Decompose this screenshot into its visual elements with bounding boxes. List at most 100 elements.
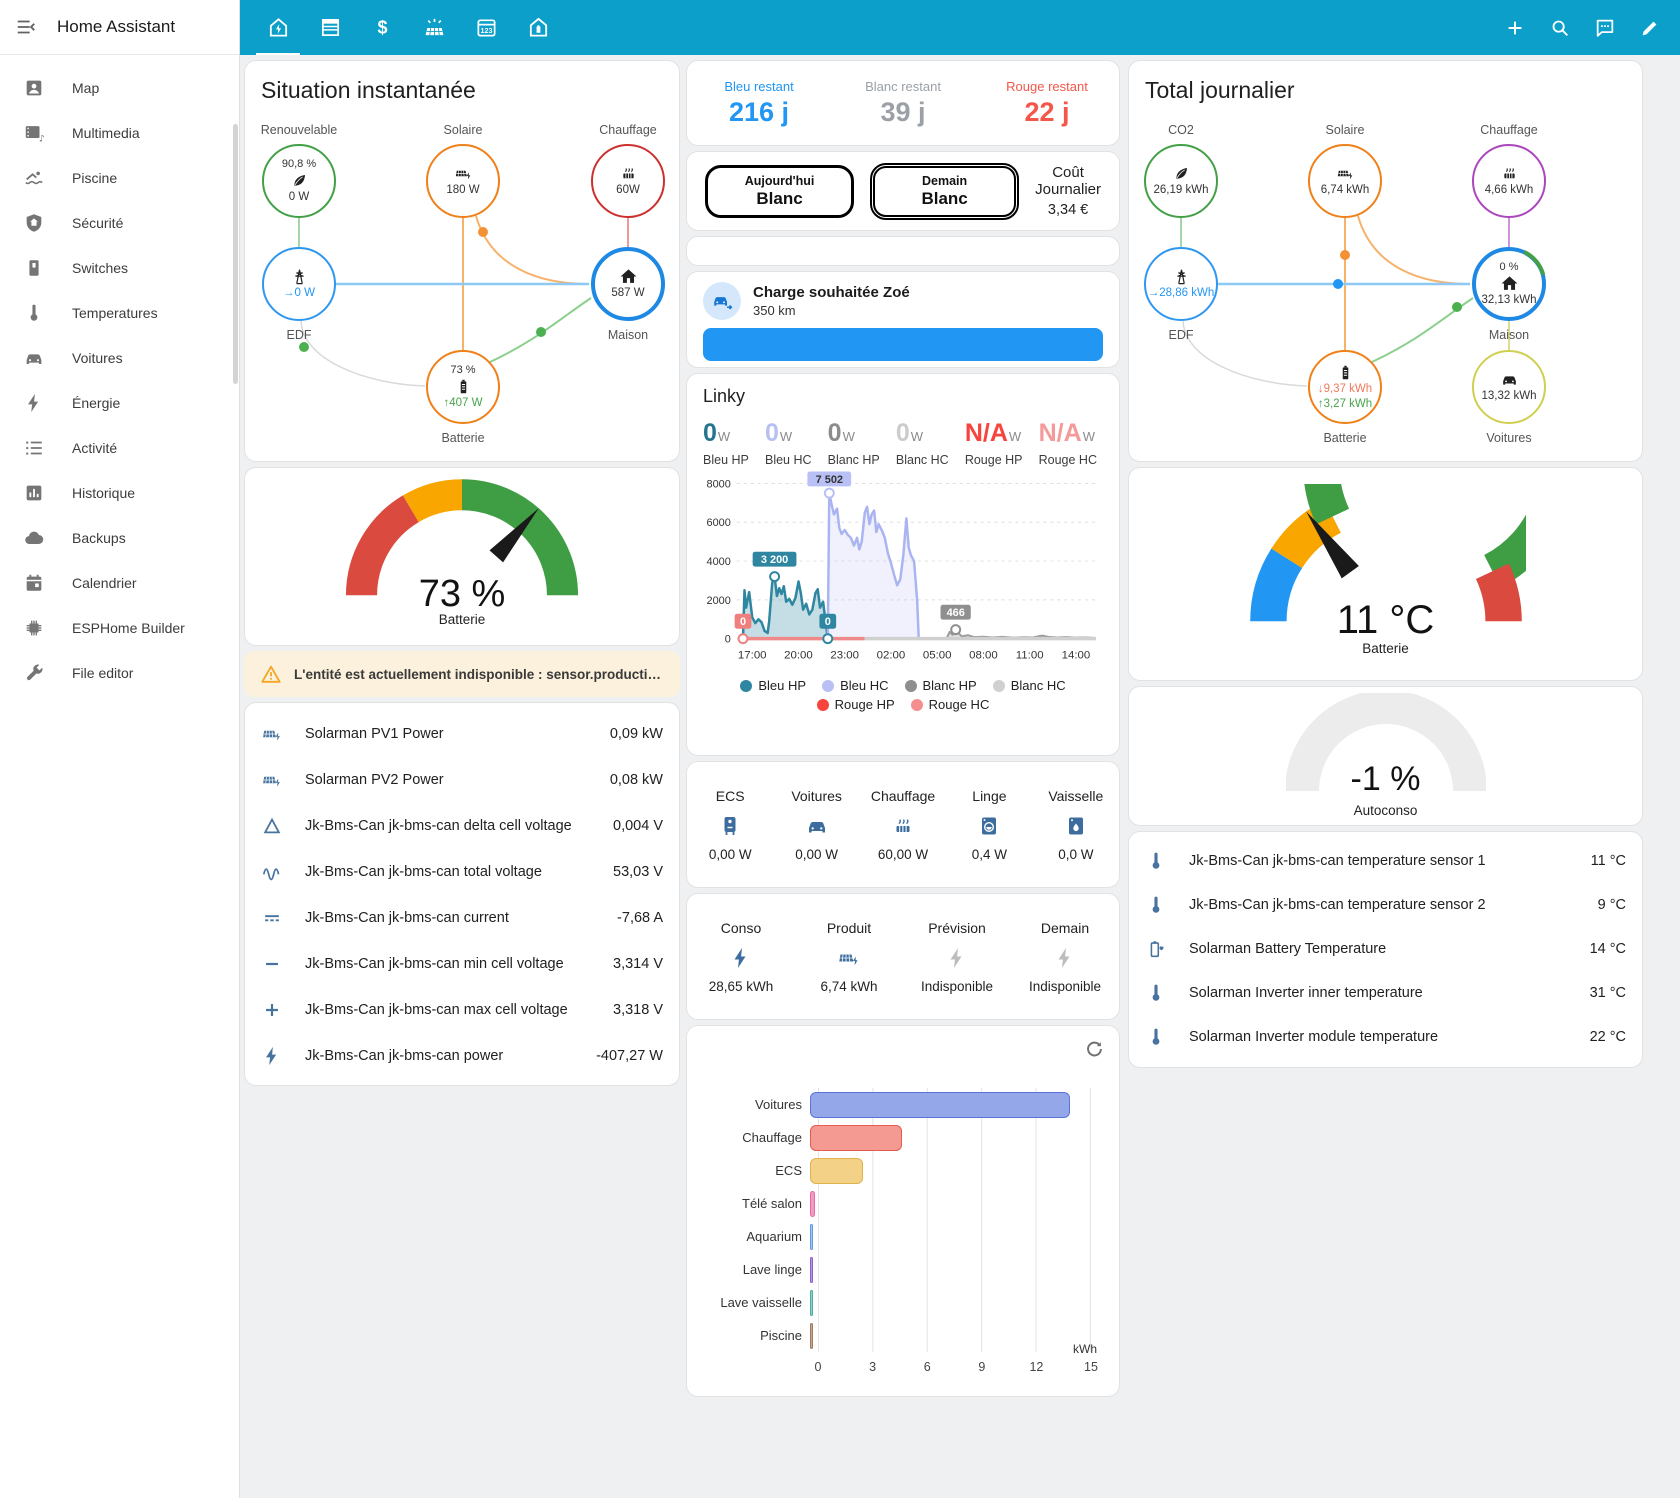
entity-row[interactable]: Jk-Bms-Can jk-bms-can temperature sensor… <box>1145 839 1626 883</box>
linky-chart[interactable]: 0 2000 4000 6000 8000 17:00 20:00 23:00 02:00 05:… <box>703 471 1105 676</box>
entity-row[interactable]: Jk-Bms-Can jk-bms-can temperature sensor… <box>1145 883 1626 927</box>
tab-solar[interactable] <box>408 0 460 55</box>
flow-node-batterie[interactable]: ↓9,37 kWh ↑3,27 kWh Batterie <box>1308 350 1382 445</box>
entity-row[interactable]: Solarman PV1 Power 0,09 kW <box>261 711 663 757</box>
search-button[interactable] <box>1537 0 1582 55</box>
sidebar-item-multimedia[interactable]: Multimedia <box>0 110 239 155</box>
flow-node-edf[interactable]: →28,86 kWh EDF <box>1144 247 1218 342</box>
thermometer-icon <box>23 302 45 324</box>
summary-prevision[interactable]: Prévision Indisponible <box>920 919 994 994</box>
entity-row[interactable]: Jk-Bms-Can jk-bms-can power -407,27 W <box>261 1033 663 1079</box>
warning-banner[interactable]: L'entité est actuellement indisponible :… <box>244 651 680 697</box>
summary-conso[interactable]: Conso 28,65 kWh <box>708 919 774 994</box>
flow-node-maison[interactable]: 587 W Maison <box>591 247 665 342</box>
sidebar-item-piscine[interactable]: Piscine <box>0 155 239 200</box>
legend-item[interactable]: Bleu HP <box>740 678 806 693</box>
tempo-bleu[interactable]: Bleu restant 216 j <box>687 79 831 128</box>
sidebar-item-historique[interactable]: Historique <box>0 470 239 515</box>
entity-row[interactable]: Jk-Bms-Can jk-bms-can max cell voltage 3,… <box>261 987 663 1033</box>
tempo-blanc[interactable]: Blanc restant 39 j <box>831 79 975 128</box>
entity-row[interactable]: Solarman PV2 Power 0,08 kW <box>261 757 663 803</box>
menu-open-icon[interactable] <box>15 16 37 38</box>
entity-row[interactable]: Solarman Inverter module temperature 22 °… <box>1145 1015 1626 1059</box>
stat-blanc-hc[interactable]: 0W Blanc HC <box>895 419 949 467</box>
stat-label: Bleu HP <box>703 453 749 467</box>
chip-value: Blanc <box>756 188 803 208</box>
stat-bleu-hp[interactable]: 0W Bleu HP <box>703 419 749 467</box>
flow-node-chauffage[interactable]: Chauffage 60W <box>591 123 665 218</box>
bar[interactable] <box>810 1256 813 1283</box>
add-button[interactable] <box>1492 0 1537 55</box>
bar[interactable] <box>810 1289 813 1316</box>
bar[interactable] <box>810 1157 864 1184</box>
sidebar-item-esphome[interactable]: ESPHome Builder <box>0 605 239 650</box>
node-value: 28,86 kWh <box>1159 287 1215 300</box>
stat-rouge-hc[interactable]: N/AW Rouge HC <box>1038 419 1097 467</box>
sidebar-item-securite[interactable]: Sécurité <box>0 200 239 245</box>
tab-calendar[interactable] <box>460 0 512 55</box>
bar[interactable] <box>810 1190 815 1217</box>
charge-slider[interactable] <box>703 328 1103 361</box>
legend-item[interactable]: Rouge HC <box>910 697 989 712</box>
card-gauge-batterie[interactable]: 73 % Batterie <box>244 467 680 646</box>
card-title: Situation instantanée <box>261 77 476 103</box>
edit-dashboard-button[interactable] <box>1627 0 1672 55</box>
appliance-voitures[interactable]: Voitures 0,00 W <box>791 787 842 862</box>
stat-bleu-hc[interactable]: 0W Bleu HC <box>764 419 812 467</box>
card-gauge-autoconso[interactable]: -1 % Autoconso <box>1128 686 1643 826</box>
flow-node-chauffage[interactable]: Chauffage 4,66 kWh <box>1472 123 1546 218</box>
refresh-button[interactable] <box>1083 1038 1105 1060</box>
entity-name: Solarman Inverter inner temperature <box>1189 985 1423 1001</box>
sidebar-item-temperatures[interactable]: Temperatures <box>0 290 239 335</box>
appliance-linge[interactable]: Linge 0,4 W <box>971 787 1008 862</box>
bar[interactable] <box>810 1223 813 1250</box>
tab-blinds[interactable] <box>304 0 356 55</box>
sidebar-item-calendrier[interactable]: Calendrier <box>0 560 239 605</box>
bar[interactable] <box>810 1091 1071 1118</box>
sidebar-item-switches[interactable]: Switches <box>0 245 239 290</box>
appliance-chauffage[interactable]: Chauffage 60,00 W <box>870 787 936 862</box>
chip-aujourdhui[interactable]: Aujourd'hui Blanc <box>705 164 855 218</box>
sidebar-item-backups[interactable]: Backups <box>0 515 239 560</box>
flow-node-batterie[interactable]: 73 % ↑407 W Batterie <box>426 350 500 445</box>
flow-node-voitures[interactable]: 13,32 kWh Voitures <box>1472 350 1546 445</box>
bar[interactable] <box>810 1124 902 1151</box>
entity-row[interactable]: Jk-Bms-Can jk-bms-can current -7,68 A <box>261 895 663 941</box>
flow-node-solaire[interactable]: Solaire 180 W <box>426 123 500 218</box>
stat-rouge-hp[interactable]: N/AW Rouge HP <box>964 419 1023 467</box>
card-gauge-batterie-temp[interactable]: 11 °C Batterie <box>1128 467 1643 681</box>
entity-row[interactable]: Jk-Bms-Can jk-bms-can delta cell voltage… <box>261 803 663 849</box>
tab-cost[interactable] <box>356 0 408 55</box>
flow-node-co2[interactable]: CO2 26,19 kWh <box>1144 123 1218 218</box>
sidebar-item-file-editor[interactable]: File editor <box>0 650 239 695</box>
appliance-ecs[interactable]: ECS 0,00 W <box>708 787 752 862</box>
bar[interactable] <box>810 1322 813 1349</box>
flow-node-edf[interactable]: →0 W EDF <box>262 247 336 342</box>
entity-row[interactable]: Jk-Bms-Can jk-bms-can total voltage 53,03… <box>261 849 663 895</box>
entity-row[interactable]: Solarman Inverter inner temperature 31 °C <box>1145 971 1626 1015</box>
sidebar-item-map[interactable]: Map <box>0 65 239 110</box>
appliance-vaisselle[interactable]: Vaisselle 0,0 W <box>1048 787 1104 862</box>
flow-node-solaire[interactable]: Solaire 6,74 kWh <box>1308 123 1382 218</box>
legend-item[interactable]: Blanc HC <box>992 678 1066 693</box>
legend-item[interactable]: Rouge HP <box>816 697 895 712</box>
stat-blanc-hp[interactable]: 0W Blanc HP <box>827 419 880 467</box>
legend-item[interactable]: Bleu HC <box>822 678 889 693</box>
entity-row[interactable]: Solarman Battery Temperature 14 °C <box>1145 927 1626 971</box>
chip-demain[interactable]: Demain Blanc <box>870 162 1020 220</box>
flow-node-renouvelable[interactable]: Renouvelable 90,8 % 0 W <box>261 123 337 218</box>
assist-button[interactable] <box>1582 0 1627 55</box>
entity-row[interactable]: Jk-Bms-Can jk-bms-can min cell voltage 3,… <box>261 941 663 987</box>
sidebar-scrollbar[interactable] <box>233 124 238 384</box>
sidebar-item-activite[interactable]: Activité <box>0 425 239 470</box>
legend-item[interactable]: Blanc HP <box>904 678 977 693</box>
sidebar-item-voitures[interactable]: Voitures <box>0 335 239 380</box>
flow-node-maison[interactable]: 0 % 32,13 kWh Maison <box>1472 247 1546 342</box>
sidebar-item-energie[interactable]: Énergie <box>0 380 239 425</box>
tab-home[interactable] <box>252 0 304 55</box>
tempo-rouge[interactable]: Rouge restant 22 j <box>975 79 1119 128</box>
dashboard: Situation instantanée Renouvelable 9 <box>240 55 1680 1498</box>
summary-produit[interactable]: Produit 6,74 kWh <box>820 919 878 994</box>
summary-demain[interactable]: Demain Indisponible <box>1028 919 1102 994</box>
tab-home-battery[interactable] <box>512 0 564 55</box>
